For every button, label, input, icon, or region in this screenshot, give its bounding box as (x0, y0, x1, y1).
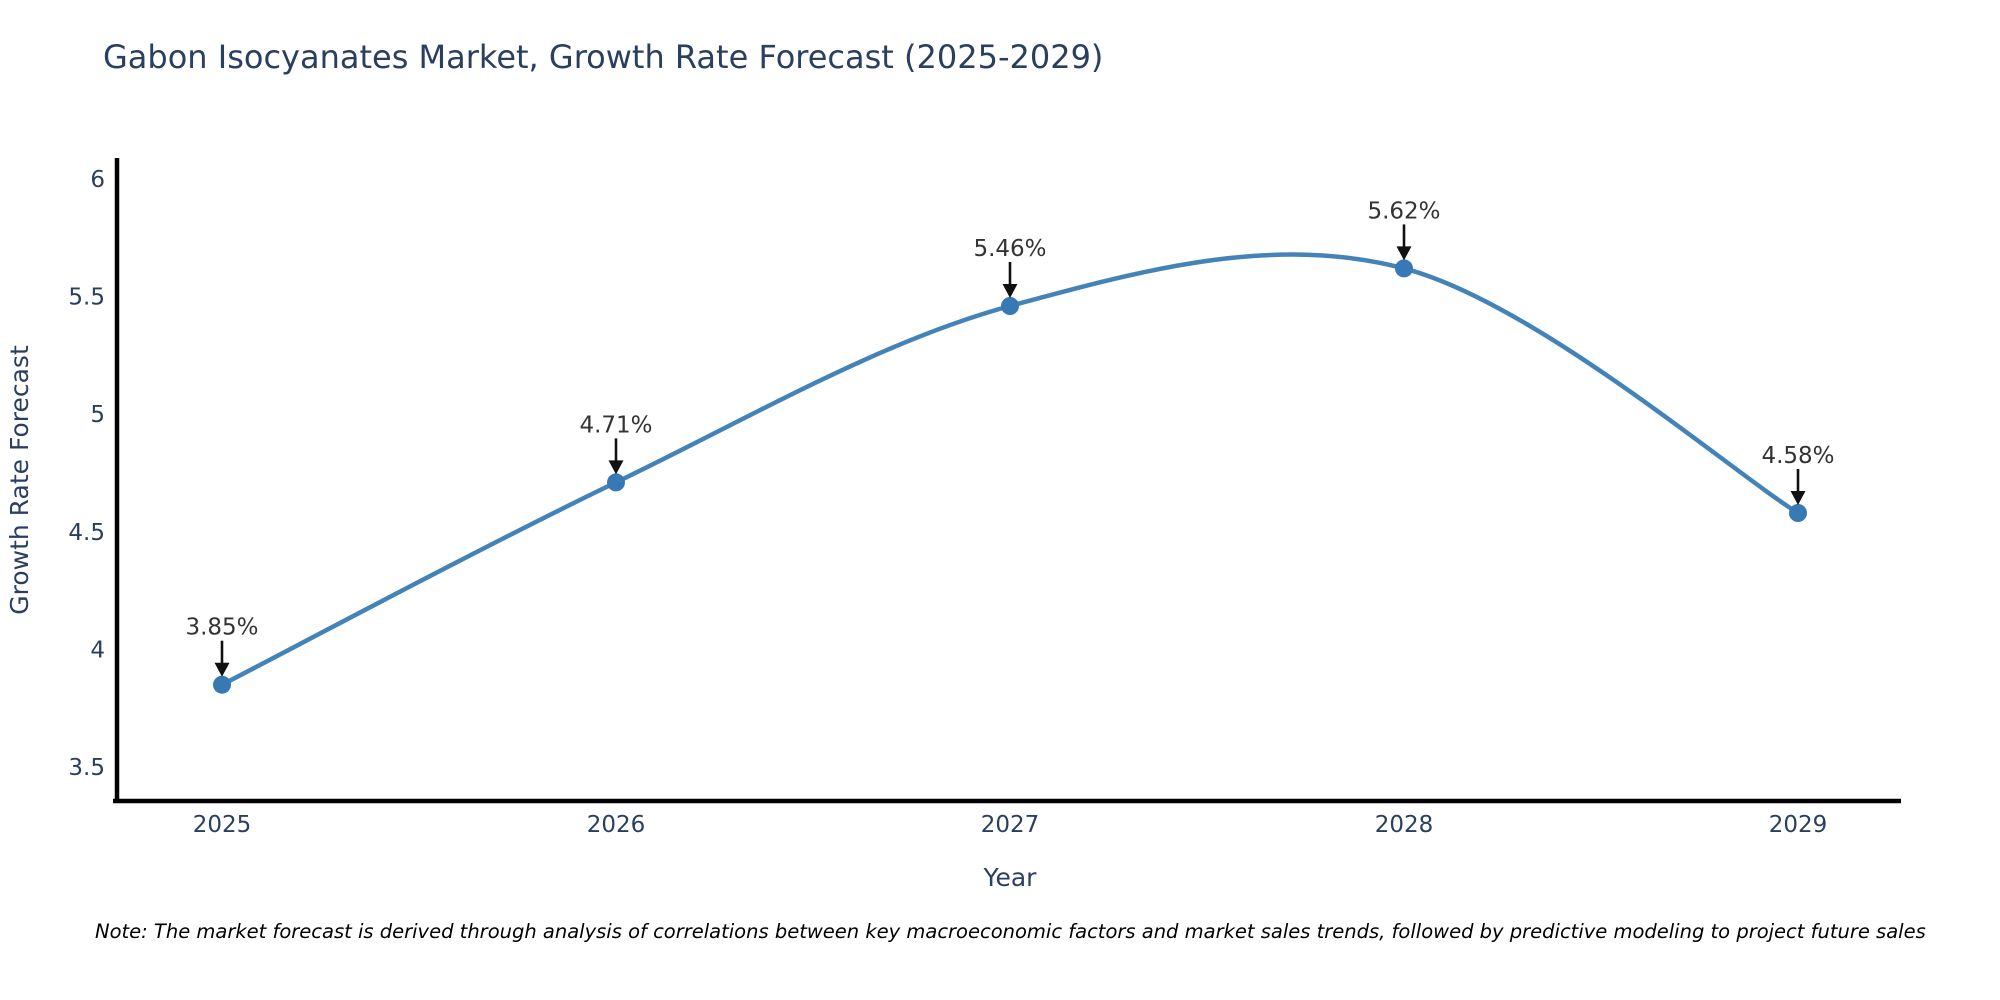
y-tick-label: 4.5 (68, 520, 105, 546)
annotation-arrowhead (1002, 284, 1018, 298)
annotation-arrowhead (608, 460, 624, 475)
x-tick-label: 2026 (587, 812, 646, 838)
x-axis-title: Year (983, 863, 1038, 892)
axes (113, 158, 1901, 804)
y-axis-title: Growth Rate Forecast (5, 345, 34, 615)
annotation-arrowhead (1790, 491, 1806, 505)
annotation-label: 4.71% (579, 412, 652, 438)
annotation-label: 3.85% (185, 615, 258, 641)
y-tick-label: 3.5 (68, 755, 105, 781)
data-point-marker (213, 675, 231, 694)
annotation-arrowhead (214, 662, 230, 677)
x-tick-labels: 2025 2026 2027 2028 2029 (193, 812, 1828, 838)
x-tick-label: 2028 (1375, 812, 1434, 838)
annotation-arrowhead (1396, 246, 1412, 261)
series-line (219, 252, 1801, 687)
data-point-marker (1395, 259, 1413, 278)
annotation-label: 5.46% (973, 236, 1046, 262)
y-tick-label: 4 (90, 637, 105, 663)
data-point-marker (1001, 297, 1019, 315)
chart-title: Gabon Isocyanates Market, Growth Rate Fo… (103, 38, 1103, 76)
x-tick-label: 2029 (1769, 812, 1828, 838)
data-point-marker (607, 473, 625, 492)
annotation-label: 5.62% (1367, 198, 1440, 224)
y-tick-label: 5.5 (68, 285, 105, 311)
y-tick-label: 5 (90, 402, 105, 428)
footnote: Note: The market forecast is derived thr… (95, 920, 1926, 943)
y-tick-label: 6 (90, 167, 105, 193)
y-tick-labels: 3.5 4 4.5 5 5.5 6 (68, 167, 105, 781)
annotation-label: 4.58% (1761, 443, 1834, 469)
x-tick-label: 2025 (193, 812, 252, 838)
data-point-marker (1789, 504, 1807, 522)
data-point-markers (213, 259, 1807, 694)
point-annotations: 3.85% 4.71% 5.46% 5.62% 4.58% (185, 198, 1835, 677)
x-tick-label: 2027 (981, 812, 1040, 838)
